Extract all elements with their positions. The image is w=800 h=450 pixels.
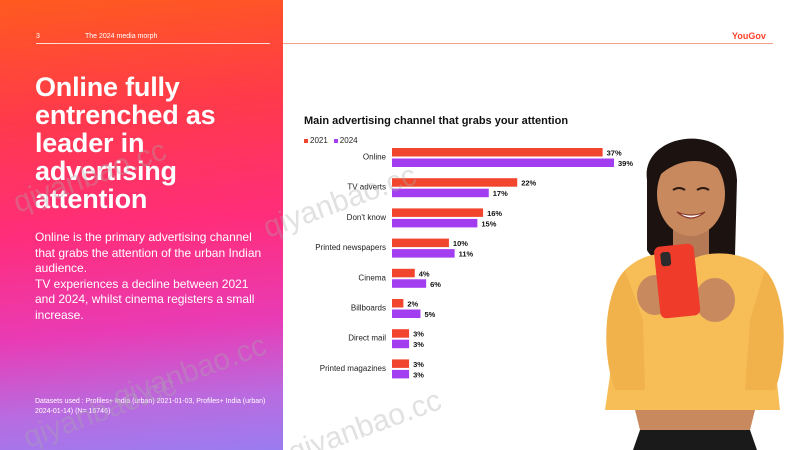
legend-item-2024: 2024 [333,136,358,145]
category-label: Printed magazines [320,364,386,373]
bar-2021 [392,299,404,308]
header-divider [36,43,270,44]
summary-text: Online is the primary advertising channe… [35,230,262,322]
data-label-2024: 15% [481,219,496,228]
category-label: Printed newspapers [315,243,386,252]
data-label-2021: 4% [419,269,430,278]
category-label: Billboards [351,304,386,313]
data-label-2021: 10% [453,239,468,248]
data-label-2024: 39% [618,159,633,168]
left-panel: 3 The 2024 media morph Online fully entr… [0,0,283,450]
legend-swatch-2021 [304,138,308,143]
data-label-2021: 22% [521,179,536,188]
bar-chart: Online 37%39% TV adverts 22% 17% Don't know 16… [315,148,633,379]
dataset-note: Datasets used : Profiles+ India (urban) … [35,398,266,415]
category-label: TV adverts [347,183,386,192]
data-label-2024: 3% [413,370,424,379]
data-label-2024: 6% [430,280,441,289]
category-label: Online [363,153,387,162]
bar-2024 [392,188,489,198]
legend-label-2024: 2024 [339,136,358,145]
page-number: 3 [36,33,40,40]
category-label: Don't know [347,213,387,222]
data-label-2024: 5% [424,310,435,319]
data-label-2024: 3% [413,340,424,349]
bar-2021 [392,268,415,278]
bar-2024 [392,218,478,228]
data-label-2021: 16% [487,209,502,218]
bar-2024 [392,339,410,349]
header-divider-right [283,43,773,44]
bar-2021 [392,238,449,248]
deck-title: The 2024 media morph [85,33,158,40]
brand-logo: YouGov [732,31,766,41]
data-label-2021: 3% [413,330,424,339]
bar-2024 [392,309,421,318]
bar-2021 [392,329,410,338]
bar-2024 [392,158,614,167]
bar-2024 [392,369,410,379]
legend-item-2021: 2021 [304,136,328,145]
bar-2024 [392,279,427,288]
data-label-2024: 17% [493,189,508,198]
watermark-text: qiyanbao.cc [284,383,446,450]
chart-title: Main advertising channel that grabs your… [304,115,569,127]
legend-swatch-2024 [333,138,338,143]
bar-2021 [392,148,603,157]
data-label-2021: 37% [607,149,622,158]
bar-2021 [392,178,518,187]
data-label-2021: 3% [413,360,424,369]
category-label: Cinema [358,273,386,282]
category-label: Direct mail [348,334,386,343]
legend-label-2021: 2021 [310,136,328,145]
bar-2024 [392,249,455,258]
woman-with-phone-image [605,138,784,450]
bar-2021 [392,208,484,217]
data-label-2021: 2% [407,300,418,309]
chart-legend: 2021 2024 [304,136,358,145]
data-label-2024: 11% [459,250,474,259]
headline: Online fully entrenched as leader in adv… [35,72,216,214]
bar-2021 [392,359,410,368]
